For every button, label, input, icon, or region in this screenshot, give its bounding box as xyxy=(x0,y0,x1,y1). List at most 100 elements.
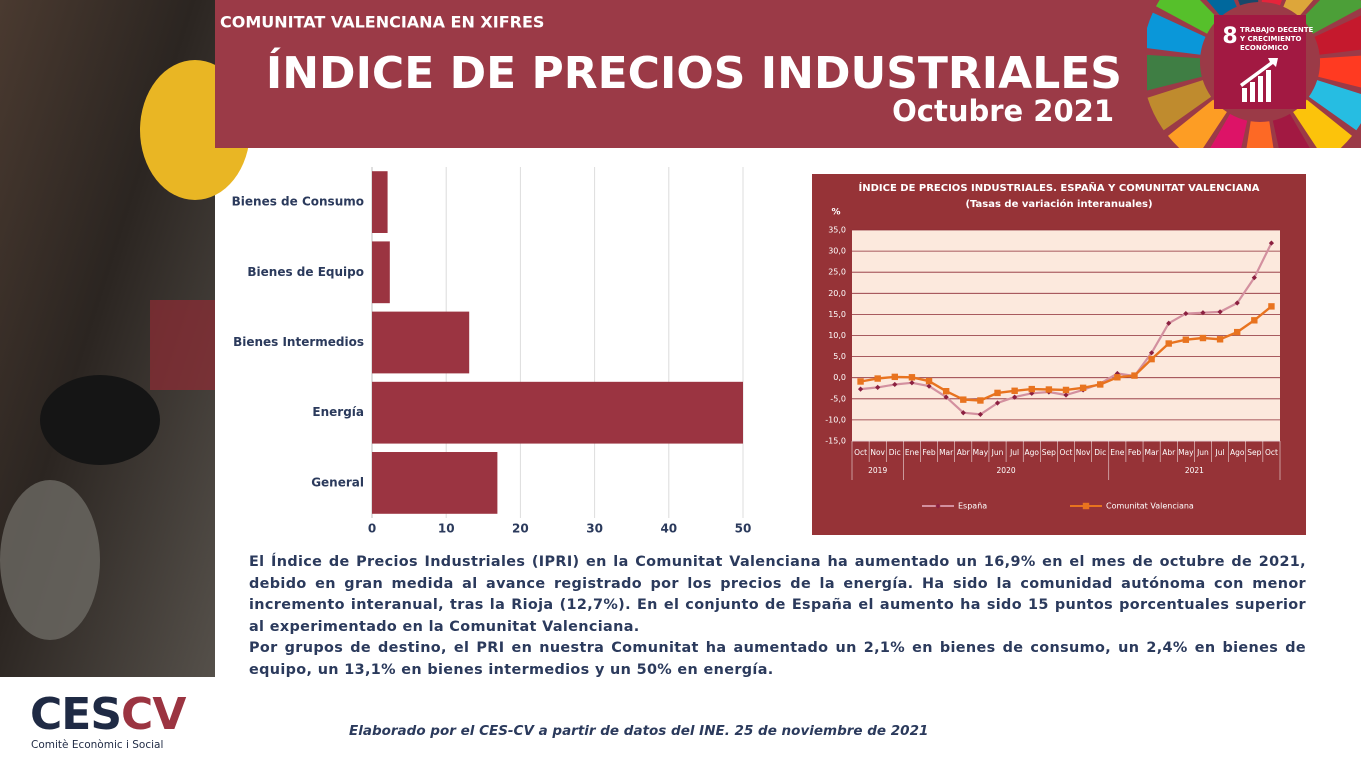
x-tick-label: Jul xyxy=(1009,448,1019,457)
sdg-label: Y CRECIMIENTO xyxy=(1239,35,1302,43)
point xyxy=(1268,303,1275,310)
x-tick-label: Jun xyxy=(991,448,1004,457)
legend-label: España xyxy=(958,502,987,511)
sdg-segment xyxy=(1314,15,1361,55)
y-tick-label: 10,0 xyxy=(828,331,846,340)
paragraph: El Índice de Precios Industriales (IPRI)… xyxy=(249,554,1306,635)
chart-subtitle: (Tasas de variación interanuales) xyxy=(965,198,1152,210)
x-tick-label: Ene xyxy=(905,448,919,457)
x-tick-label: Dic xyxy=(889,448,901,457)
x-tick-label: Dic xyxy=(1094,448,1106,457)
sdg-segment xyxy=(1308,80,1361,131)
sdg-ring xyxy=(1147,0,1361,148)
point xyxy=(935,503,941,509)
y-axis-label: % xyxy=(831,208,840,218)
sdg-segment xyxy=(1210,113,1248,148)
y-tick-label: Bienes Intermedios xyxy=(233,335,364,349)
point xyxy=(1234,328,1241,336)
sdg-segment xyxy=(1301,0,1361,34)
photo-engine xyxy=(0,480,100,640)
x-tick-label: 50 xyxy=(735,522,752,536)
point xyxy=(960,396,967,403)
y-tick-label: Bienes de Consumo xyxy=(232,195,364,209)
x-tick-label: Sep xyxy=(1042,448,1056,457)
x-tick-label: Nov xyxy=(1076,448,1091,457)
bar xyxy=(372,381,743,444)
point xyxy=(891,373,898,381)
point xyxy=(994,389,1001,397)
paragraph: Por grupos de destino, el PRI en nuestra… xyxy=(249,640,1306,678)
point xyxy=(1216,336,1224,343)
bar xyxy=(372,241,390,304)
point xyxy=(1011,387,1018,394)
y-tick-label: -5,0 xyxy=(830,394,846,403)
x-tick-label: 40 xyxy=(660,522,677,536)
sdg-segment xyxy=(1272,113,1310,148)
sdg-segment xyxy=(1318,55,1361,88)
chart-title: ÍNDICE DE PRECIOS INDUSTRIALES. ESPAÑA Y… xyxy=(859,181,1260,194)
x-group-label: 2019 xyxy=(868,466,887,475)
point xyxy=(1251,317,1258,324)
point xyxy=(1062,386,1070,394)
x-tick-label: Jul xyxy=(1215,448,1225,457)
y-tick-label: General xyxy=(311,475,364,489)
point xyxy=(1079,384,1087,392)
legend-label: Comunitat Valenciana xyxy=(1106,502,1194,511)
sdg-segment xyxy=(1206,0,1237,17)
x-tick-label: Ago xyxy=(1025,448,1040,457)
point xyxy=(1063,392,1069,398)
sdg-segment xyxy=(1246,121,1274,148)
header-subtitle: Octubre 2021 xyxy=(892,94,1114,128)
point xyxy=(1165,340,1172,347)
sdg-icon xyxy=(1240,58,1278,102)
point xyxy=(960,410,966,416)
x-tick-label: Mar xyxy=(939,448,954,457)
x-tick-label: May xyxy=(1178,448,1194,457)
x-tick-label: Mar xyxy=(1145,448,1160,457)
y-tick-label: 25,0 xyxy=(828,268,846,277)
point xyxy=(1217,309,1223,315)
y-tick-label: -15,0 xyxy=(825,437,846,446)
x-tick-label: Oct xyxy=(1060,448,1073,457)
point xyxy=(1114,374,1121,381)
x-tick-label: Nov xyxy=(870,448,885,457)
point xyxy=(1268,240,1275,246)
bar xyxy=(372,311,470,374)
x-tick-label: May xyxy=(973,448,989,457)
x-group-label: 2020 xyxy=(997,466,1016,475)
y-tick-label: 20,0 xyxy=(828,289,846,298)
y-tick-label: 35,0 xyxy=(828,226,846,235)
x-tick-label: Oct xyxy=(1265,448,1278,457)
sdg-segment xyxy=(1147,54,1202,91)
x-tick-label: 30 xyxy=(586,522,603,536)
point xyxy=(908,374,916,381)
bar xyxy=(372,171,388,233)
sdg-number: 8 xyxy=(1222,24,1237,49)
sdg-segment xyxy=(1238,0,1259,6)
point xyxy=(977,397,984,404)
sdg-label: TRABAJO DECENTE xyxy=(1240,26,1313,34)
sdg-label: ECONÓMICO xyxy=(1240,43,1288,52)
bar xyxy=(372,452,498,514)
x-tick-label: Feb xyxy=(922,448,936,457)
sdg-segment xyxy=(1156,0,1219,34)
x-tick-label: Abr xyxy=(957,448,971,457)
point xyxy=(1045,386,1053,393)
logo: CESCV xyxy=(30,689,186,740)
photo-glove xyxy=(40,375,160,465)
x-tick-label: Jun xyxy=(1196,448,1209,457)
point xyxy=(1182,336,1190,343)
point xyxy=(926,383,932,389)
point xyxy=(1183,310,1189,317)
sdg-segment xyxy=(1147,80,1212,131)
y-tick-label: Bienes de Equipo xyxy=(247,265,364,279)
point xyxy=(994,400,1001,406)
point xyxy=(1131,372,1138,379)
point xyxy=(1148,355,1155,363)
point xyxy=(1012,394,1018,400)
sdg-segment xyxy=(1283,0,1314,17)
x-tick-label: 0 xyxy=(368,522,376,536)
point xyxy=(874,375,881,382)
footer-source: Elaborado por el CES-CV a partir de dato… xyxy=(349,723,928,739)
